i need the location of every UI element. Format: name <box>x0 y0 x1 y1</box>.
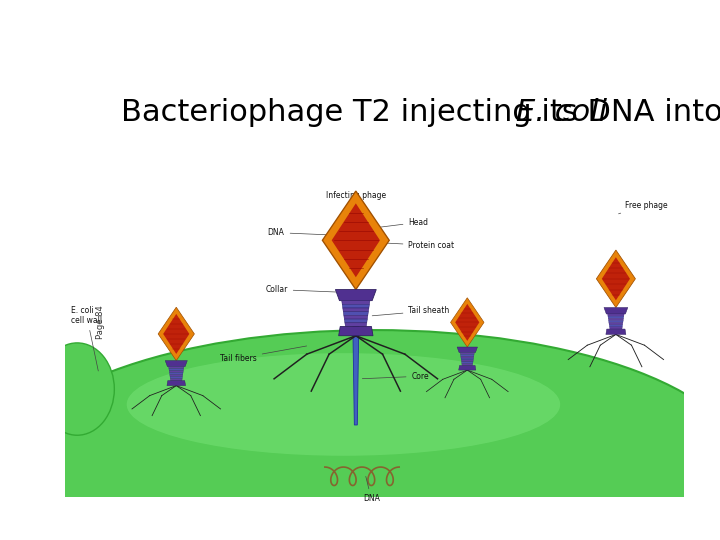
Polygon shape <box>451 298 484 347</box>
Text: DNA: DNA <box>363 476 379 503</box>
Polygon shape <box>342 305 369 308</box>
Ellipse shape <box>3 330 720 540</box>
Polygon shape <box>606 329 626 334</box>
Text: 54: 54 <box>423 445 449 464</box>
Polygon shape <box>170 375 183 376</box>
Text: Core: Core <box>362 372 429 381</box>
Text: Tail fibers: Tail fibers <box>220 346 307 363</box>
Polygon shape <box>460 353 474 354</box>
Polygon shape <box>342 301 370 305</box>
Polygon shape <box>343 312 369 315</box>
Text: Protein coat: Protein coat <box>384 241 454 250</box>
Polygon shape <box>336 289 377 301</box>
Polygon shape <box>169 370 184 373</box>
Text: Infecting phage: Infecting phage <box>325 191 386 208</box>
Text: Free phage: Free phage <box>618 200 668 214</box>
Text: E. coli
cell wall: E. coli cell wall <box>71 306 102 371</box>
Polygon shape <box>455 304 480 341</box>
Text: DNA: DNA <box>268 228 333 237</box>
Polygon shape <box>171 379 182 381</box>
Polygon shape <box>608 316 624 318</box>
Polygon shape <box>165 361 187 367</box>
Ellipse shape <box>40 343 114 435</box>
Ellipse shape <box>127 353 560 456</box>
Polygon shape <box>604 307 628 314</box>
Polygon shape <box>158 307 194 361</box>
Text: Collar: Collar <box>266 285 336 294</box>
Polygon shape <box>168 367 184 369</box>
Polygon shape <box>345 323 366 327</box>
Polygon shape <box>459 366 476 370</box>
Text: Bacteriophage T2 injecting its DNA into an: Bacteriophage T2 injecting its DNA into … <box>121 98 720 127</box>
Polygon shape <box>163 314 189 354</box>
Polygon shape <box>338 327 373 336</box>
Text: Page 84: Page 84 <box>96 306 104 340</box>
Polygon shape <box>608 314 624 316</box>
Polygon shape <box>609 325 623 327</box>
Polygon shape <box>610 327 622 329</box>
Polygon shape <box>167 381 186 386</box>
Polygon shape <box>170 376 182 379</box>
Polygon shape <box>596 250 635 307</box>
Polygon shape <box>602 257 630 300</box>
Polygon shape <box>323 191 390 289</box>
Polygon shape <box>169 369 184 370</box>
Polygon shape <box>169 373 183 375</box>
Polygon shape <box>462 360 473 362</box>
Text: Tail sheath: Tail sheath <box>372 306 450 316</box>
Polygon shape <box>608 318 624 320</box>
Polygon shape <box>609 322 623 325</box>
Polygon shape <box>353 327 359 425</box>
Polygon shape <box>344 319 367 323</box>
Polygon shape <box>461 358 474 360</box>
Polygon shape <box>332 204 380 277</box>
Polygon shape <box>457 347 477 353</box>
Polygon shape <box>608 320 624 322</box>
Polygon shape <box>461 356 474 358</box>
Polygon shape <box>462 362 473 363</box>
Polygon shape <box>343 308 369 312</box>
Polygon shape <box>344 315 368 319</box>
Polygon shape <box>461 354 474 356</box>
Text: Head: Head <box>380 218 428 227</box>
Polygon shape <box>462 363 473 366</box>
Text: E. coli: E. coli <box>516 98 607 127</box>
